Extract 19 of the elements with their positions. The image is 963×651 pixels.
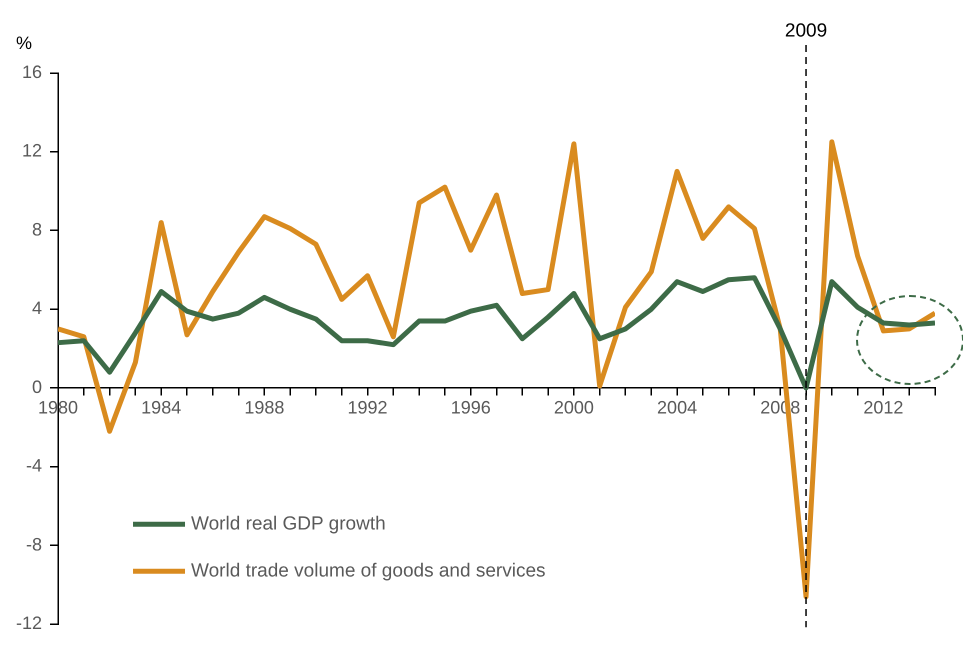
x-tick-label: 1996 bbox=[450, 398, 491, 418]
y-tick-label: 8 bbox=[32, 219, 42, 240]
y-axis-title: % bbox=[16, 32, 32, 53]
x-tick-label: 2012 bbox=[863, 398, 904, 418]
y-tick-label: 0 bbox=[32, 376, 42, 397]
x-tick-label: 2000 bbox=[554, 398, 594, 418]
y-tick-label: -8 bbox=[26, 534, 42, 554]
x-tick-label: 1988 bbox=[244, 398, 284, 418]
y-tick-label: -12 bbox=[16, 613, 42, 634]
y-tick-label: 16 bbox=[22, 62, 42, 82]
x-tick-label: 1992 bbox=[348, 398, 388, 418]
ref-line-label: 2009 bbox=[784, 20, 828, 42]
y-tick-label: 4 bbox=[32, 298, 42, 318]
x-tick-label: 1984 bbox=[141, 398, 182, 418]
y-tick-label: -4 bbox=[26, 456, 42, 476]
x-tick-label: 2004 bbox=[657, 398, 698, 418]
legend-label: World real GDP growth bbox=[191, 513, 386, 534]
legend-label: World trade volume of goods and services bbox=[191, 560, 546, 582]
y-tick-label: 12 bbox=[22, 140, 42, 161]
